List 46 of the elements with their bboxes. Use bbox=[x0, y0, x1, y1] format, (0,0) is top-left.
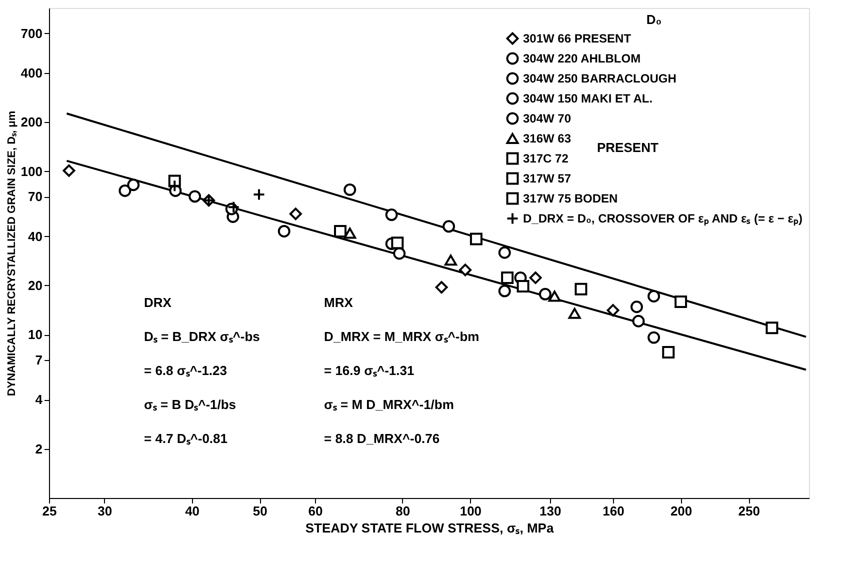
annotation: PRESENT bbox=[597, 140, 658, 155]
annotation: = 8.8 D_MRX^-0.76 bbox=[324, 431, 440, 446]
x-axis-title: STEADY STATE FLOW STRESS, σₛ, MPa bbox=[305, 520, 554, 536]
x-tick-label: 80 bbox=[396, 504, 410, 518]
x-tick-label: 50 bbox=[252, 504, 268, 518]
legend-label: 304W 150 MAKI ET AL. bbox=[523, 92, 653, 106]
legend-label: 316W 63 bbox=[523, 132, 572, 146]
x-tick-label: 25 bbox=[42, 504, 57, 518]
y-tick-label: 40 bbox=[28, 228, 42, 244]
x-tick-label: 100 bbox=[460, 504, 482, 518]
x-tick-label: 160 bbox=[602, 504, 624, 518]
legend-label: 304W 70 bbox=[523, 112, 572, 126]
y-tick-label: 400 bbox=[20, 65, 42, 80]
y-tick-label: 10 bbox=[28, 327, 42, 342]
annotation: Dₛ = B_DRX σₛ^-bs bbox=[144, 329, 260, 344]
y-tick-label: 7 bbox=[35, 352, 42, 368]
annotation: = 6.8 σₛ^-1.23 bbox=[144, 363, 228, 378]
annotation: DRX bbox=[144, 295, 172, 310]
x-tick-label: 40 bbox=[185, 504, 200, 518]
annotation: = 16.9 σₛ^-1.31 bbox=[324, 363, 414, 378]
legend-label: 304W 250 BARRACLOUGH bbox=[523, 72, 676, 86]
x-tick-label: 200 bbox=[670, 504, 692, 518]
annotation: = 4.7 Dₛ^-0.81 bbox=[144, 431, 228, 446]
y-axis-title: DYNAMICALLY RECRYSTALLIZED GRAIN SIZE, Dₛ, μm bbox=[6, 110, 18, 396]
y-tick-label: 700 bbox=[20, 26, 42, 41]
y-tick-label: 4 bbox=[35, 392, 44, 408]
x-tick-label: 30 bbox=[98, 504, 112, 518]
x-tick-label: 250 bbox=[738, 504, 760, 518]
annotation: D_MRX = M_MRX σₛ^-bm bbox=[324, 329, 480, 344]
legend-label: 317W 57 bbox=[523, 172, 572, 186]
legend-label: 317C 72 bbox=[523, 152, 569, 166]
y-tick-label: 200 bbox=[20, 114, 42, 130]
legend-label: 317W 75 BODEN bbox=[523, 192, 618, 206]
legend-label: 304W 220 AHLBLOM bbox=[523, 52, 641, 66]
legend-label: D_DRX = D₀, CROSSOVER OF εₚ AND εₛ (= ε − εₚ) bbox=[523, 212, 802, 226]
legend-label: 301W 66 PRESENT bbox=[523, 32, 632, 46]
legend-title: D₀ bbox=[646, 12, 662, 27]
annotation: σₛ = B Dₛ^-1/bs bbox=[144, 397, 236, 412]
annotation: MRX bbox=[324, 295, 354, 310]
y-tick-label: 70 bbox=[28, 189, 42, 204]
y-tick-label: 100 bbox=[20, 164, 42, 179]
annotation: σₛ = M D_MRX^-1/bm bbox=[324, 397, 454, 412]
x-tick-label: 60 bbox=[308, 504, 323, 518]
y-tick-label: 2 bbox=[35, 441, 42, 456]
y-tick-label: 20 bbox=[28, 278, 42, 293]
x-tick-label: 130 bbox=[540, 504, 562, 518]
